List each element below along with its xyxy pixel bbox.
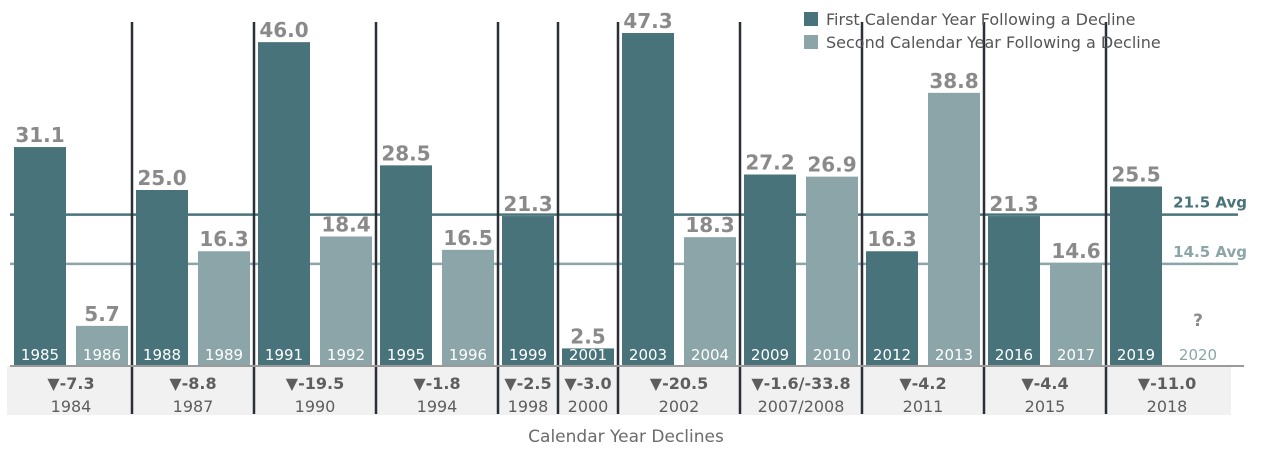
bar-2013 — [928, 92, 980, 367]
bar-year-label-1989: 1989 — [205, 346, 243, 364]
decline-year-7: 2007/2008 — [758, 397, 845, 416]
legend-swatch-1 — [804, 35, 818, 49]
decline-year-4: 1998 — [508, 397, 549, 416]
bar-value-label-1992: 18.4 — [321, 212, 370, 236]
bar-value-label-2009: 27.2 — [745, 151, 794, 175]
bar-value-label-1995: 28.5 — [381, 141, 430, 165]
decline-year-3: 1994 — [417, 397, 458, 416]
bar-1988 — [136, 190, 188, 366]
decline-value-0: ▼-7.3 — [47, 374, 94, 393]
bar-1985 — [14, 147, 66, 366]
bar-2012 — [866, 251, 918, 366]
bar-year-label-2020: 2020 — [1179, 346, 1217, 364]
bar-value-label-2016: 21.3 — [989, 192, 1038, 216]
bar-2001 — [562, 348, 614, 366]
bar-1995 — [380, 165, 432, 366]
decline-value-2: ▼-19.5 — [286, 374, 344, 393]
bar-year-label-1992: 1992 — [327, 346, 365, 364]
avg-line-label-0: 21.5 Avg — [1173, 194, 1247, 212]
bar-year-label-2019: 2019 — [1117, 346, 1155, 364]
legend-label-1: Second Calendar Year Following a Decline — [826, 33, 1161, 52]
bar-2010 — [806, 176, 858, 366]
bar-2019 — [1110, 186, 1162, 366]
bar-value-label-1991: 46.0 — [259, 18, 308, 42]
decline-year-6: 2002 — [659, 397, 700, 416]
decline-year-1: 1987 — [173, 397, 214, 416]
bar-value-label-1985: 31.1 — [15, 123, 64, 147]
bar-value-label-2017: 14.6 — [1051, 239, 1100, 263]
bar-value-label-2003: 47.3 — [623, 9, 672, 33]
decline-value-6: ▼-20.5 — [650, 374, 708, 393]
bar-2016 — [988, 216, 1040, 366]
bar-year-label-2003: 2003 — [629, 346, 667, 364]
bar-year-label-2017: 2017 — [1057, 346, 1095, 364]
bar-year-label-2012: 2012 — [873, 346, 911, 364]
bar-year-label-1991: 1991 — [265, 346, 303, 364]
decline-value-9: ▼-4.4 — [1021, 374, 1068, 393]
bar-value-label-1999: 21.3 — [503, 192, 552, 216]
bar-value-label-1989: 16.3 — [199, 227, 248, 251]
bar-value-label-1996: 16.5 — [443, 226, 492, 250]
bar-1999 — [502, 216, 554, 366]
bar-year-label-2004: 2004 — [691, 346, 729, 364]
bar-year-label-1995: 1995 — [387, 346, 425, 364]
bar-2009 — [744, 174, 796, 366]
decline-value-3: ▼-1.8 — [413, 374, 460, 393]
decline-year-10: 2018 — [1147, 397, 1188, 416]
decline-year-8: 2011 — [903, 397, 944, 416]
bar-value-label-1986: 5.7 — [84, 302, 119, 326]
bar-year-label-1988: 1988 — [143, 346, 181, 364]
bar-year-label-1985: 1985 — [21, 346, 59, 364]
bar-value-label-2001: 2.5 — [570, 324, 605, 348]
bar-year-label-1986: 1986 — [83, 346, 121, 364]
decline-value-1: ▼-8.8 — [169, 374, 216, 393]
bar-value-label-2010: 26.9 — [807, 153, 856, 177]
bar-value-label-2004: 18.3 — [685, 213, 734, 237]
bar-year-label-2001: 2001 — [569, 346, 607, 364]
bar-year-label-1996: 1996 — [449, 346, 487, 364]
bar-value-label-1988: 25.0 — [137, 166, 186, 190]
decline-year-2: 1990 — [295, 397, 336, 416]
bar-1996 — [442, 249, 494, 366]
bar-year-label-1999: 1999 — [509, 346, 547, 364]
bar-year-label-2016: 2016 — [995, 346, 1033, 364]
decline-value-10: ▼-11.0 — [1138, 374, 1196, 393]
decline-year-5: 2000 — [568, 397, 609, 416]
x-axis-title: Calendar Year Declines — [528, 427, 724, 447]
bar-2003 — [622, 33, 674, 367]
bar-value-label-2019: 25.5 — [1111, 162, 1160, 186]
bar-1992 — [320, 236, 372, 366]
bar-2004 — [684, 237, 736, 366]
bar-2017 — [1050, 263, 1102, 366]
bar-year-label-2010: 2010 — [813, 346, 851, 364]
bar-year-label-2013: 2013 — [935, 346, 973, 364]
decline-value-8: ▼-4.2 — [899, 374, 946, 393]
bar-value-label-2012: 16.3 — [867, 227, 916, 251]
bar-value-label-2013: 38.8 — [929, 69, 978, 93]
bar-1989 — [198, 251, 250, 366]
avg-line-label-1: 14.5 Avg — [1173, 243, 1247, 261]
bar-1986 — [76, 325, 128, 366]
bar-value-label-2020: ? — [1193, 311, 1203, 331]
decline-value-7: ▼-1.6/-33.8 — [751, 374, 850, 393]
decline-value-5: ▼-3.0 — [564, 374, 611, 393]
decline-year-9: 2015 — [1025, 397, 1066, 416]
legend-swatch-0 — [804, 12, 818, 26]
bar-1991 — [258, 42, 310, 366]
decline-year-0: 1984 — [51, 397, 92, 416]
legend-label-0: First Calendar Year Following a Decline — [826, 10, 1136, 29]
bar-year-label-2009: 2009 — [751, 346, 789, 364]
decline-value-4: ▼-2.5 — [504, 374, 551, 393]
